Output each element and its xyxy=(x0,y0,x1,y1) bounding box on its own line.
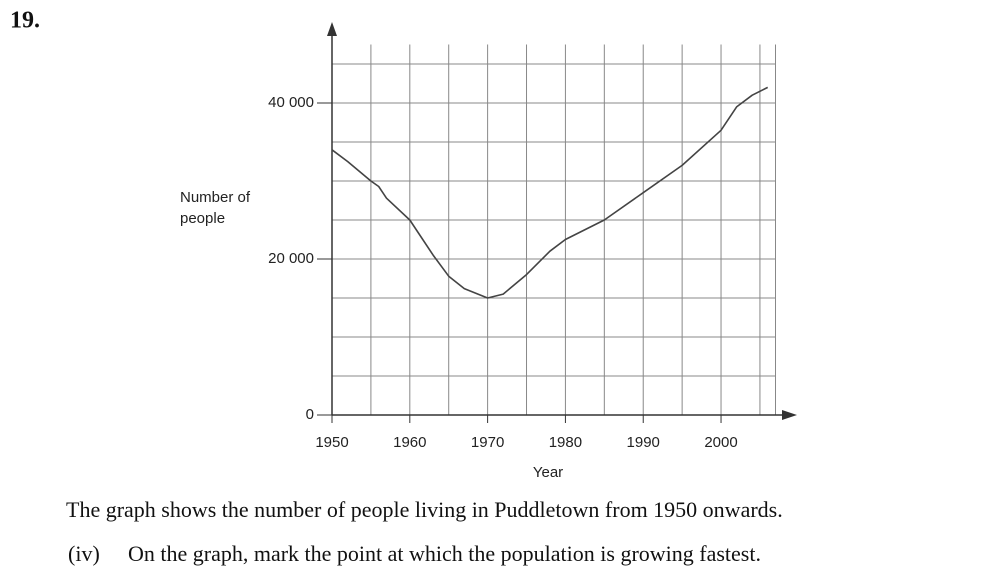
part-label: (iv) xyxy=(68,541,100,566)
part-text: On the graph, mark the point at which th… xyxy=(128,541,761,566)
x-tick-label: 1960 xyxy=(393,434,426,451)
y-axis-label: Number of people xyxy=(180,189,251,227)
x-axis-arrow xyxy=(782,410,797,420)
x-tick-label: 1990 xyxy=(627,434,660,451)
y-axis-arrow xyxy=(327,22,337,36)
x-tick-label: 1970 xyxy=(471,434,504,451)
x-tick-label: 1950 xyxy=(315,434,348,451)
y-tick-label: 0 xyxy=(306,406,314,423)
data-line xyxy=(331,86,769,299)
statement: The graph shows the number of people liv… xyxy=(66,497,783,522)
y-tick-label: 20 000 xyxy=(268,250,314,267)
y-tick-label: 40 000 xyxy=(268,94,314,111)
x-axis-label: Year xyxy=(533,464,563,481)
x-tick-label: 2000 xyxy=(704,434,737,451)
question-number: 19. xyxy=(10,8,40,34)
grid xyxy=(331,44,776,416)
x-tick-label: 1980 xyxy=(549,434,582,451)
